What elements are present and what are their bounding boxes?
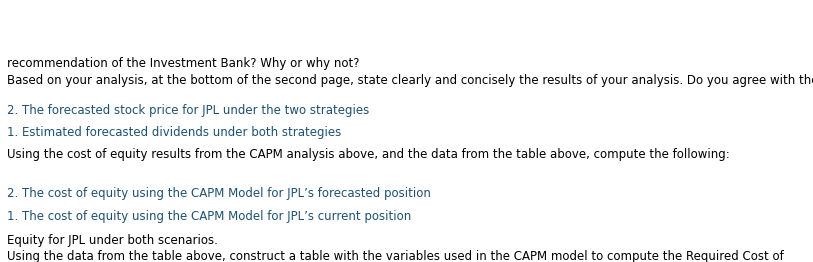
Text: 2. The forecasted stock price for JPL under the two strategies: 2. The forecasted stock price for JPL un… (7, 104, 369, 117)
Text: recommendation of the Investment Bank? Why or why not?: recommendation of the Investment Bank? W… (7, 57, 359, 70)
Text: 1. Estimated forecasted dividends under both strategies: 1. Estimated forecasted dividends under … (7, 126, 341, 139)
Text: 2. The cost of equity using the CAPM Model for JPL’s forecasted position: 2. The cost of equity using the CAPM Mod… (7, 187, 430, 200)
Text: 1. The cost of equity using the CAPM Model for JPL’s current position: 1. The cost of equity using the CAPM Mod… (7, 210, 411, 223)
Text: Using the data from the table above, construct a table with the variables used i: Using the data from the table above, con… (7, 250, 783, 262)
Text: Based on your analysis, at the bottom of the second page, state clearly and conc: Based on your analysis, at the bottom of… (7, 74, 813, 87)
Text: Using the cost of equity results from the CAPM analysis above, and the data from: Using the cost of equity results from th… (7, 148, 729, 161)
Text: Equity for JPL under both scenarios.: Equity for JPL under both scenarios. (7, 234, 217, 247)
